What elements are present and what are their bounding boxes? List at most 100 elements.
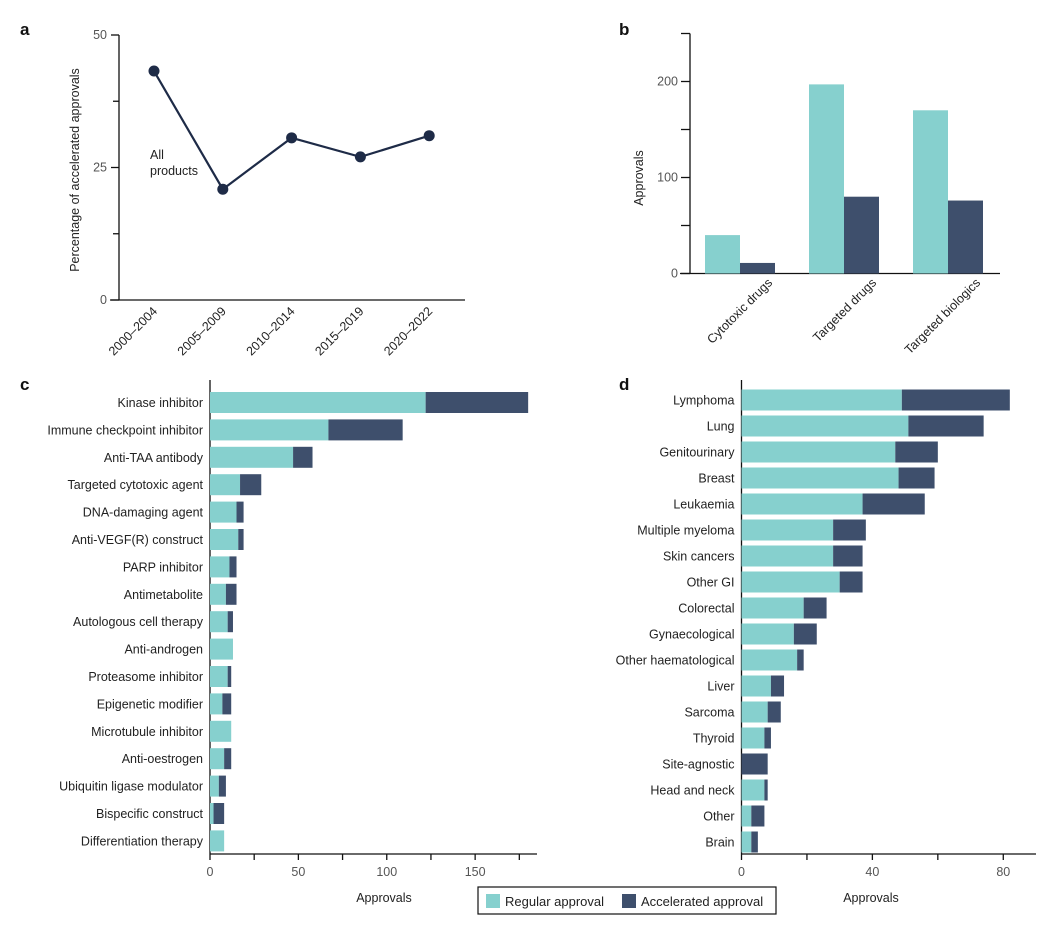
panel-d-axes: 0 40 80 Lymphoma Lung Genitourinary Breast Leuk… xyxy=(616,380,1036,879)
bar-regular xyxy=(210,501,237,523)
category-label: Skin cancers xyxy=(663,550,735,564)
category-label: Differentiation therapy xyxy=(81,834,204,848)
x-tick-label: 2010–2014 xyxy=(244,304,298,358)
legend: Regular approval Accelerated approval xyxy=(477,886,777,915)
bar-regular xyxy=(741,493,863,515)
bar-regular xyxy=(809,84,844,274)
y-tick-label: 25 xyxy=(93,161,107,175)
bar-accelerated xyxy=(240,474,262,496)
bar-regular xyxy=(741,675,771,697)
panel-b-marks xyxy=(705,84,983,274)
data-point xyxy=(148,65,160,77)
category-label: Sarcoma xyxy=(684,706,734,720)
category-label: Gynaecological xyxy=(649,628,734,642)
category-label: Other GI xyxy=(687,576,735,590)
category-label: Proteasome inhibitor xyxy=(88,670,203,684)
bar-regular xyxy=(741,727,765,749)
panel-b-y-axis-title: Approvals xyxy=(632,150,646,206)
category-label: Epigenetic modifier xyxy=(97,697,203,711)
x-tick-label: 80 xyxy=(996,865,1010,879)
panel-c-x-axis-title: Approvals xyxy=(356,891,412,905)
bar-accelerated xyxy=(224,748,232,770)
category-label: Anti-androgen xyxy=(124,643,203,657)
bar-regular xyxy=(741,571,840,593)
category-label: Other xyxy=(703,810,734,824)
category-label: Anti-oestrogen xyxy=(122,752,203,766)
bar-accelerated xyxy=(770,675,785,697)
category-label: Lymphoma xyxy=(673,394,734,408)
panel-a-axes: 0 25 50 2000–2004 2005–2009 2010–2014 2015–201… xyxy=(93,28,465,358)
bar-regular xyxy=(210,419,329,441)
y-tick-label: 0 xyxy=(671,267,678,281)
bar-regular xyxy=(741,597,804,619)
bar-regular xyxy=(741,467,899,489)
bar-regular xyxy=(210,748,225,770)
bar-regular xyxy=(913,110,948,274)
legend-swatch-regular xyxy=(486,894,500,908)
y-tick-label: 100 xyxy=(657,171,678,185)
panel-a-marks xyxy=(148,65,435,195)
bar-accelerated xyxy=(948,200,983,274)
category-label: Ubiquitin ligase modulator xyxy=(59,780,203,794)
bar-accelerated xyxy=(328,419,403,441)
bar-regular xyxy=(741,779,765,801)
legend-swatch-accelerated xyxy=(622,894,636,908)
category-label: Antimetabolite xyxy=(124,588,203,602)
bar-regular xyxy=(741,389,902,411)
category-label: Thyroid xyxy=(693,732,735,746)
bar-accelerated xyxy=(236,501,244,523)
category-label: DNA-damaging agent xyxy=(83,506,204,520)
category-label: PARP inhibitor xyxy=(123,560,203,574)
bar-regular xyxy=(210,830,225,852)
category-label: Lung xyxy=(707,420,735,434)
bar-regular xyxy=(741,649,798,671)
x-tick-label: 40 xyxy=(865,865,879,879)
x-tick-label: 2000–2004 xyxy=(106,304,160,358)
bar-accelerated xyxy=(225,583,237,605)
bar-regular xyxy=(741,441,896,463)
x-tick-label: Cytotoxic drugs xyxy=(704,276,775,347)
bar-accelerated xyxy=(741,753,768,775)
bar-accelerated xyxy=(222,693,232,715)
panel-c-stacked-bar-chart: c 0 50 100 150 Kinase inhibitor Immune checkp… xyxy=(20,375,537,905)
bar-regular xyxy=(210,556,230,578)
bar-accelerated xyxy=(898,467,935,489)
bar-accelerated xyxy=(764,727,771,749)
bar-regular xyxy=(210,446,294,468)
category-label: Leukaemia xyxy=(673,498,734,512)
bar-regular xyxy=(210,693,223,715)
panel-d-label: d xyxy=(619,375,629,394)
bar-accelerated xyxy=(229,556,237,578)
bar-accelerated xyxy=(833,519,866,541)
panel-a-annotation-line2: products xyxy=(150,164,198,178)
category-label: Breast xyxy=(698,472,735,486)
panel-b-label: b xyxy=(619,20,629,39)
x-tick-label: 2005–2009 xyxy=(175,304,229,358)
bar-accelerated xyxy=(218,775,226,797)
bar-regular xyxy=(210,392,426,413)
data-point xyxy=(423,130,435,142)
bar-regular xyxy=(741,623,794,645)
bar-accelerated xyxy=(895,441,938,463)
category-label: Kinase inhibitor xyxy=(118,396,203,410)
panel-c-marks xyxy=(210,392,529,852)
panel-a-line-chart: a 0 25 50 2000–2004 2005–2009 2010–2014 2015–2… xyxy=(20,20,465,358)
panel-d-stacked-bar-chart: d 0 40 80 Lymphoma Lung Genitourinary Breast Le… xyxy=(616,375,1036,905)
bar-regular xyxy=(210,583,226,605)
category-label: Targeted cytotoxic agent xyxy=(68,478,204,492)
bar-accelerated xyxy=(293,446,313,468)
bar-accelerated xyxy=(227,611,233,633)
panel-c-axes: 0 50 100 150 Kinase inhibitor Immune checkpoi… xyxy=(47,380,537,879)
bar-regular xyxy=(210,720,232,742)
data-point xyxy=(354,151,366,163)
bar-accelerated xyxy=(764,779,768,801)
bar-accelerated xyxy=(213,803,225,824)
bar-regular xyxy=(741,831,752,853)
category-label: Multiple myeloma xyxy=(637,524,734,538)
category-label: Bispecific construct xyxy=(96,807,204,821)
x-tick-label: Targeted drugs xyxy=(810,276,879,345)
bar-regular xyxy=(210,666,228,687)
legend-label-accelerated: Accelerated approval xyxy=(641,894,763,909)
bar-accelerated xyxy=(425,392,529,413)
bar-accelerated xyxy=(227,666,232,687)
